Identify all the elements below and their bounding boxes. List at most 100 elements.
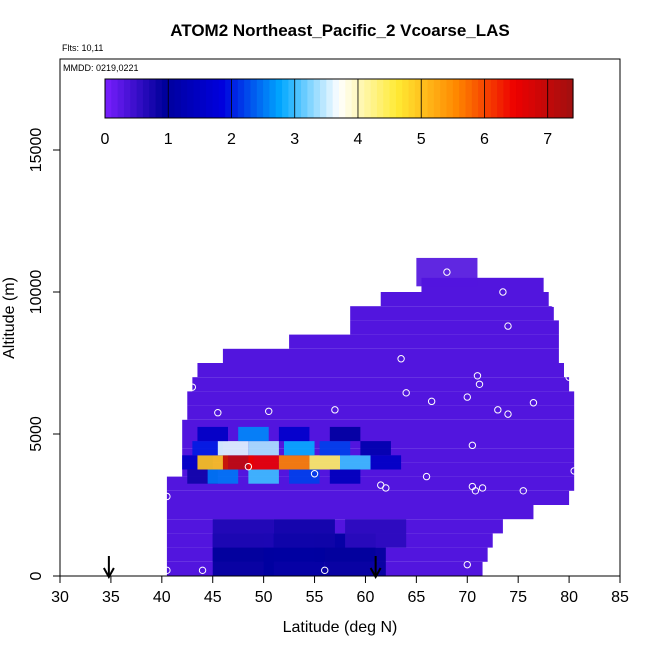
heatmap-cell [278,426,310,442]
x-tick-label: 35 [102,589,120,606]
heatmap-cell [278,455,310,470]
colorbar-swatch [136,79,144,118]
colorbar-tick-label: 3 [290,131,299,148]
colorbar-tick-label: 0 [101,131,110,148]
x-tick-label: 30 [51,589,69,606]
colorbar-swatch [199,79,207,118]
heatmap-cell [273,519,335,548]
sample-point [475,380,484,388]
envelope-row [289,334,559,349]
colorbar-swatch [421,79,429,118]
heatmap-cell [207,469,239,484]
sample-point [473,372,482,380]
heatmap-cell [360,441,391,456]
envelope-row [166,505,534,520]
colorbar-swatch [206,79,214,118]
x-tick-label: 55 [306,589,324,606]
heatmap-cell [248,469,279,484]
colorbar-tick-label: 6 [480,131,489,148]
heatmap-cell [248,455,279,470]
sample-point [163,566,171,575]
colorbar-swatch [237,79,245,118]
x-tick-label: 80 [560,589,578,606]
colorbar-swatch [509,79,517,118]
colorbar-swatch [560,79,568,118]
colorbar-swatch [427,79,435,118]
colorbar-swatch [389,79,397,118]
colorbar-swatch [187,79,195,118]
colorbar-swatch [288,79,296,118]
sample-point [188,383,197,391]
x-tick-label: 85 [611,589,629,606]
colorbar-swatch [307,79,315,118]
colorbar-swatch [383,79,391,118]
colorbar-swatch [130,79,138,118]
colorbar-swatch [263,79,271,118]
colorbar-swatch [250,79,258,118]
flight-arrows-layer [102,556,382,580]
colorbar-swatch [351,79,359,118]
colorbar-swatch [294,79,302,118]
colorbar-swatch [269,79,277,118]
colorbar-swatch [471,79,479,118]
colorbar-swatch [111,79,119,118]
sample-point [443,268,451,276]
colorbar-swatch [522,79,530,118]
heatmap-cell [238,426,269,442]
sample-point [519,487,527,495]
flights-label: Flts: 10,11 [62,43,103,53]
colorbar-swatch [149,79,157,118]
flight-arrow-head [369,567,382,580]
heatmap-cell [309,455,340,470]
colorbar-swatch [168,79,176,118]
colorbar-tick-label: 4 [354,131,363,148]
colorbar-swatch [339,79,346,118]
sample-point [463,560,471,569]
envelope-row [222,348,559,363]
heatmap-cell [197,455,228,470]
colorbar-swatch [231,79,239,118]
x-axis: 30 35 40 45 50 55 60 65 70 75 80 85 [51,576,629,606]
sample-point [463,393,471,401]
sample-point [471,487,480,495]
colorbar-swatch [180,79,188,118]
flight-arrow-head [102,567,115,580]
x-tick-label: 50 [255,589,273,606]
colorbar-swatch [414,79,422,118]
x-tick-label: 60 [357,589,375,606]
x-tick-label: 70 [458,589,476,606]
colorbar-swatch [395,79,403,118]
colorbar-swatch [244,79,252,118]
sample-points-layer [163,268,578,575]
heatmap-cell [197,426,228,442]
y-tick-label: 0 [28,571,45,580]
heatmap-layer [166,257,575,576]
chart-title: ATOM2 Northeast_Pacific_2 Vcoarse_LAS [170,21,510,40]
colorbar-swatch [313,79,321,118]
colorbar-swatch [402,79,410,118]
sample-point [550,299,558,308]
heatmap-cell [289,469,320,484]
sample-point [397,355,405,363]
sample-point [198,566,207,575]
envelope-row [166,490,570,505]
colorbar-swatch [408,79,416,118]
sample-point [499,288,507,296]
colorbar-swatch [225,79,233,118]
colorbar-swatch [123,79,131,118]
sample-point [321,566,329,575]
colorbar-swatch [155,79,163,118]
colorbar-swatch [332,79,340,118]
sample-point [310,470,319,478]
sample-point [402,389,410,397]
colorbar-swatch [459,79,467,118]
colorbar-swatch [117,79,125,118]
colorbar-swatch [478,79,486,118]
colorbar-swatch [326,79,334,118]
colorbar-swatch [452,79,460,118]
colorbar-swatch [282,79,290,118]
colorbar-swatch [376,79,384,118]
sample-point [565,373,573,381]
heatmap-cell [248,441,279,456]
